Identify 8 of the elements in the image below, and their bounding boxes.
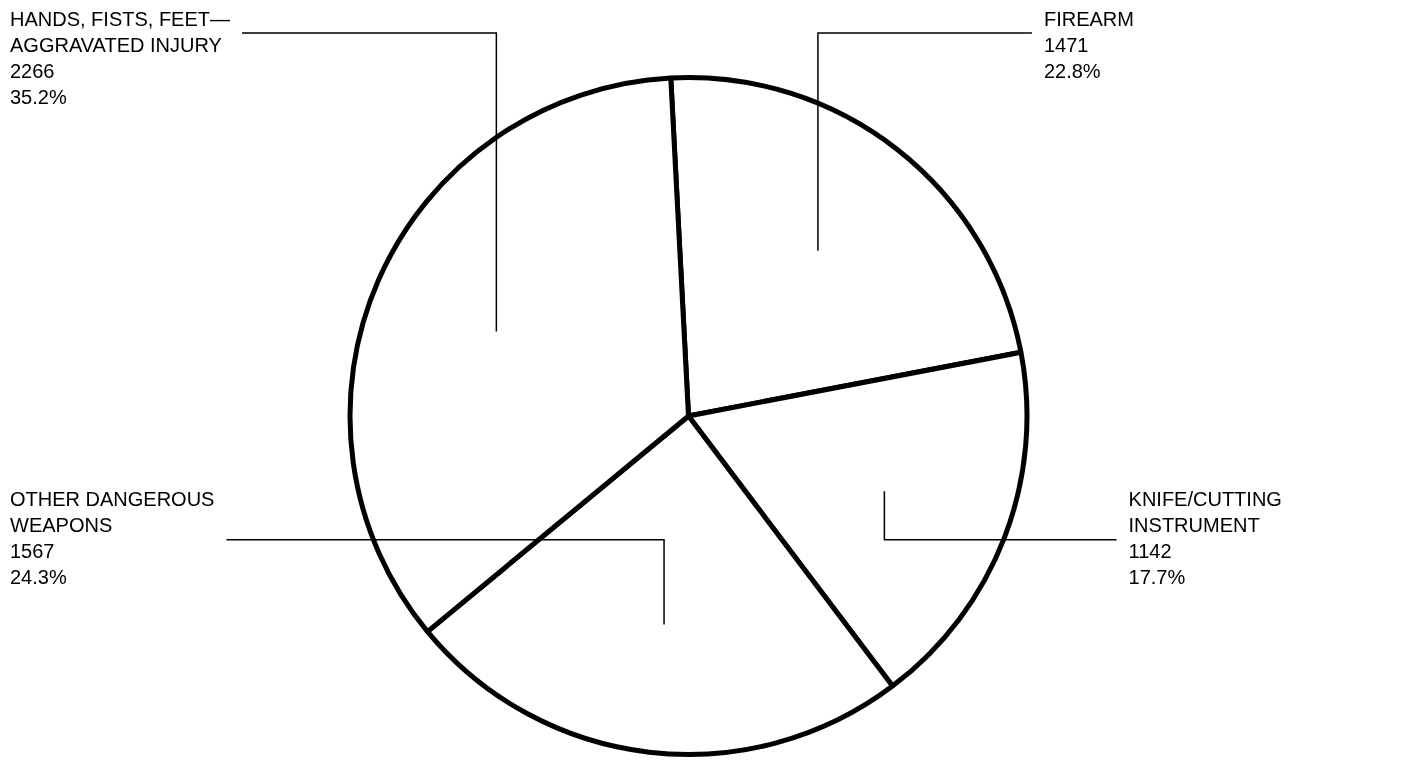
data-label: 1567 24.3% bbox=[10, 540, 67, 589]
slice-label: KNIFE/CUTTING INSTRUMENT bbox=[1128, 488, 1282, 537]
slice-label: OTHER DANGEROUS WEAPONS bbox=[10, 488, 215, 537]
slice-label: FIREARM bbox=[1043, 7, 1134, 30]
data-label: 2266 35.2% bbox=[10, 59, 67, 108]
slice-label: HANDS, FISTS, FEET—AGGRAVATED INJURY bbox=[10, 7, 231, 56]
data-label: 1471 22.8% bbox=[1043, 33, 1101, 82]
data-label: 1142 17.7% bbox=[1128, 540, 1186, 589]
